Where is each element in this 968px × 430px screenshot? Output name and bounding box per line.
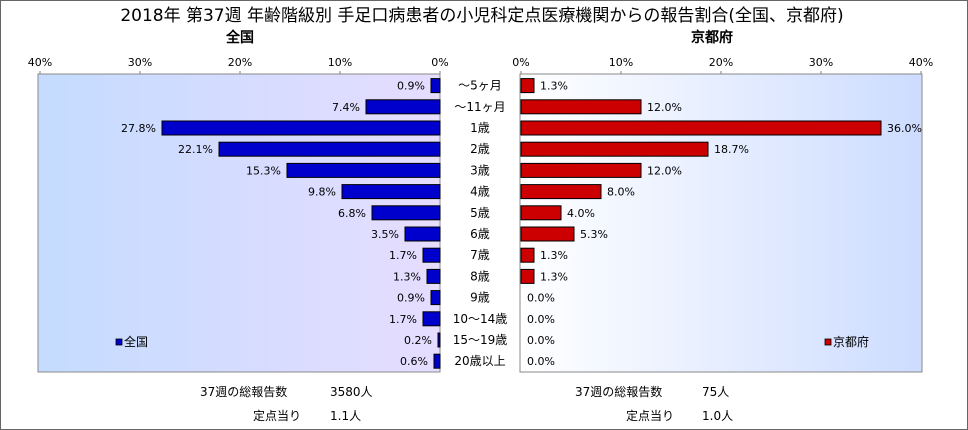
- category-label: 15～19歳: [453, 333, 508, 347]
- value-label-kyoto: 12.0%: [647, 164, 682, 177]
- value-label-kyoto: 36.0%: [887, 122, 922, 135]
- total-reports-value: 75人: [702, 385, 729, 399]
- bar-kyoto: [520, 120, 882, 136]
- value-label-national: 0.9%: [397, 292, 425, 305]
- category-label: 10～14歳: [453, 312, 508, 326]
- chart-marks: ～5ヶ月 ～11ヶ月 1歳 2歳 3歳 4歳 5歳 6歳 7歳 8歳 9歳 10～14歳 15～19歳 2…: [28, 56, 933, 369]
- legend-swatch-national: [115, 338, 123, 346]
- value-label-national: 3.5%: [371, 228, 399, 241]
- bar-kyoto: [520, 247, 535, 263]
- per-site-value: 1.1人: [330, 409, 361, 423]
- value-label-kyoto: 0.0%: [527, 355, 555, 368]
- value-label-national: 0.6%: [400, 355, 428, 368]
- value-label-national: 7.4%: [332, 101, 360, 114]
- summary-national: 37週の総報告数 3580人 定点当り 1.1人: [200, 384, 373, 423]
- per-site-value: 1.0人: [702, 409, 733, 423]
- tick-label-national: 0%: [431, 56, 448, 69]
- per-site-label: 定点当り: [253, 408, 301, 423]
- bar-national: [426, 268, 441, 284]
- value-label-kyoto: 1.3%: [540, 249, 568, 262]
- subtitle-kyoto: 京都府: [691, 29, 733, 46]
- category-label: 7歳: [470, 248, 490, 262]
- bar-national: [341, 184, 441, 200]
- bar-kyoto: [520, 268, 535, 284]
- bar-national: [404, 226, 441, 242]
- category-label: ～11ヶ月: [454, 100, 505, 114]
- chart-title: 2018年 第37週 年齢階級別 手足口病患者の小児科定点医療機関からの報告割合…: [120, 6, 843, 26]
- category-label: 4歳: [470, 185, 490, 199]
- per-site-label: 定点当り: [626, 408, 674, 423]
- value-label-kyoto: 4.0%: [567, 207, 595, 220]
- category-label: 9歳: [470, 291, 490, 305]
- bar-national: [430, 290, 441, 306]
- bar-national: [161, 120, 441, 136]
- bar-kyoto: [520, 205, 562, 221]
- tick-label-kyoto: 10%: [609, 56, 633, 69]
- value-label-kyoto: 18.7%: [714, 143, 749, 156]
- bar-national: [422, 311, 441, 327]
- bar-national: [433, 353, 441, 369]
- legend-label-kyoto: 京都府: [833, 334, 869, 349]
- value-label-kyoto: 0.0%: [527, 334, 555, 347]
- value-label-national: 22.1%: [178, 143, 213, 156]
- value-label-national: 6.8%: [338, 207, 366, 220]
- bar-national: [430, 78, 441, 94]
- value-label-kyoto: 1.3%: [540, 270, 568, 283]
- legend-label-national: 全国: [124, 334, 148, 349]
- tick-label-kyoto: 40%: [909, 56, 933, 69]
- bar-kyoto: [520, 184, 602, 200]
- value-label-national: 0.2%: [404, 334, 432, 347]
- tick-label-kyoto: 0%: [512, 56, 529, 69]
- tick-label-national: 40%: [28, 56, 52, 69]
- bar-national: [422, 247, 441, 263]
- bar-national: [218, 141, 441, 157]
- value-label-national: 9.8%: [308, 186, 336, 199]
- bar-kyoto: [520, 141, 709, 157]
- legend-swatch-kyoto: [824, 338, 832, 346]
- value-label-national: 15.3%: [246, 164, 281, 177]
- bar-kyoto: [520, 162, 642, 178]
- bar-kyoto: [520, 99, 642, 115]
- bar-national: [365, 99, 441, 115]
- value-label-national: 27.8%: [121, 122, 156, 135]
- category-label: 3歳: [470, 163, 490, 177]
- bar-national: [286, 162, 441, 178]
- bar-kyoto: [520, 226, 575, 242]
- value-label-national: 1.3%: [393, 270, 421, 283]
- category-label: 20歳以上: [454, 354, 505, 368]
- tick-label-kyoto: 20%: [709, 56, 733, 69]
- tick-label-national: 30%: [128, 56, 152, 69]
- bar-national: [371, 205, 441, 221]
- category-label: 1歳: [470, 121, 490, 135]
- summary-kyoto: 37週の総報告数 75人 定点当り 1.0人: [575, 384, 733, 423]
- bar-national: [437, 332, 441, 348]
- category-label: 5歳: [470, 206, 490, 220]
- category-label: 2歳: [470, 142, 490, 156]
- tick-label-national: 20%: [228, 56, 252, 69]
- value-label-kyoto: 0.0%: [527, 292, 555, 305]
- total-reports-label: 37週の総報告数: [200, 384, 287, 399]
- legend-kyoto: 京都府: [824, 334, 869, 349]
- value-label-kyoto: 8.0%: [607, 186, 635, 199]
- tick-label-national: 10%: [328, 56, 352, 69]
- value-label-kyoto: 12.0%: [647, 101, 682, 114]
- category-label: 8歳: [470, 269, 490, 283]
- value-label-national: 1.7%: [389, 313, 417, 326]
- plot-area-national: [37, 73, 441, 373]
- category-label: 6歳: [470, 227, 490, 241]
- total-reports-value: 3580人: [330, 385, 373, 399]
- subtitle-national: 全国: [225, 29, 254, 46]
- total-reports-label: 37週の総報告数: [575, 384, 662, 399]
- value-label-kyoto: 1.3%: [540, 80, 568, 93]
- value-label-kyoto: 0.0%: [527, 313, 555, 326]
- value-label-national: 0.9%: [397, 80, 425, 93]
- legend-national: 全国: [115, 334, 148, 349]
- tick-label-kyoto: 30%: [809, 56, 833, 69]
- bar-kyoto: [520, 78, 535, 94]
- value-label-national: 1.7%: [389, 249, 417, 262]
- category-label: ～5ヶ月: [458, 79, 502, 93]
- value-label-kyoto: 5.3%: [580, 228, 608, 241]
- plot-area-kyoto: [519, 73, 923, 373]
